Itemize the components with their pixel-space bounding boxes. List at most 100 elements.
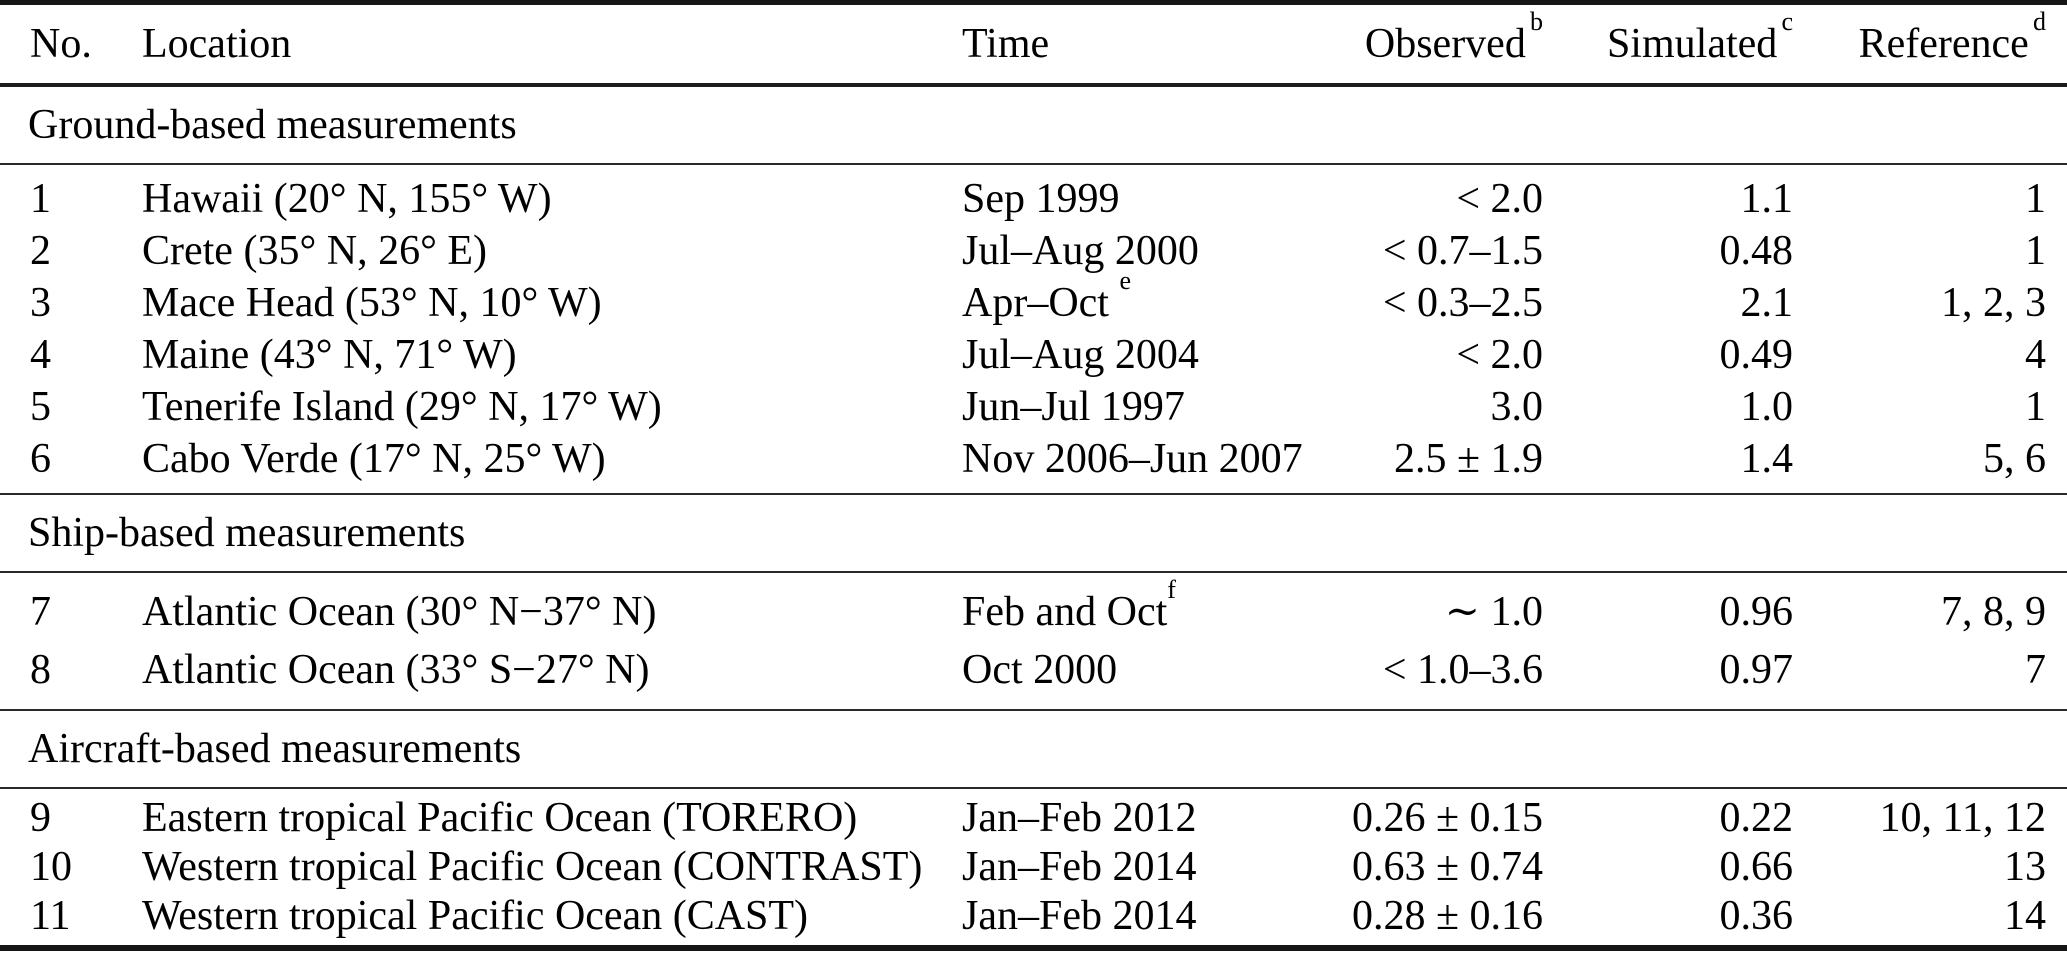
table-row: 2 Crete (35° N, 26° E) Jul–Aug 2000 < 0.7–1…	[0, 225, 2067, 277]
row-simulated-value: 0.96	[1719, 589, 1794, 635]
section-title-rule	[0, 787, 2067, 789]
table-row: 6 Cabo Verde (17° N, 25° W) Nov 2006–Jun 2…	[0, 433, 2067, 485]
section-title: Ground-based measurements	[28, 102, 517, 148]
row-observed-value: ∼ 1.0	[1444, 589, 1543, 635]
section-title-rule	[0, 163, 2067, 165]
row-time-text: Jan–Feb 2012	[962, 795, 1197, 841]
row-simulated-value: 2.1	[1740, 280, 1794, 326]
row-reference-list: 1	[2025, 176, 2046, 222]
section-data-block: 7 Atlantic Ocean (30° N−37° N) Feb and Oct…	[0, 573, 2067, 709]
table-header-row: No. Location Time Observed b Simulated c R…	[0, 5, 2067, 83]
row-time: Jan–Feb 2014	[962, 892, 1352, 941]
row-observed-value: 0.63 ± 0.74	[1352, 844, 1544, 890]
column-header-simulated-footnote-mark: c	[1781, 7, 1793, 37]
row-time-text: Jul–Aug 2000	[962, 228, 1199, 274]
row-number: 10	[30, 844, 72, 890]
row-location: Tenerife Island (29° N, 17° W)	[142, 384, 662, 430]
table-row: 10 Western tropical Pacific Ocean (CONTRA…	[0, 843, 2067, 892]
row-location: Atlantic Ocean (33° S−27° N)	[142, 647, 650, 693]
section-data-block: 9 Eastern tropical Pacific Ocean (TORERO)…	[0, 789, 2067, 945]
section-separator-rule	[0, 493, 2067, 495]
row-observed-value: < 2.0	[1456, 176, 1543, 222]
row-simulated-value: 0.97	[1719, 647, 1794, 693]
row-time: Jun–Jul 1997	[962, 381, 1352, 433]
column-header-simulated: Simulated c	[1543, 9, 1793, 68]
row-observed-value: 3.0	[1490, 384, 1544, 430]
row-reference-list: 1	[2025, 384, 2046, 430]
row-time: Jul–Aug 2004	[962, 329, 1352, 381]
row-time-footnote-mark: f	[1167, 575, 1176, 605]
row-time-footnote-mark: e	[1119, 266, 1132, 296]
column-header-time: Time	[962, 21, 1050, 67]
row-location: Mace Head (53° N, 10° W)	[142, 280, 602, 326]
table-bottom-rule	[0, 945, 2067, 951]
section-title: Ship-based measurements	[28, 510, 466, 556]
row-observed-value: 0.28 ± 0.16	[1352, 893, 1544, 939]
row-reference-list: 7, 8, 9	[1941, 589, 2046, 635]
row-location: Maine (43° N, 71° W)	[142, 332, 517, 378]
row-reference-list: 13	[2004, 844, 2046, 890]
row-number: 4	[30, 332, 51, 378]
row-time-text: Nov 2006–Jun 2007	[962, 436, 1303, 482]
row-observed-value: < 1.0–3.6	[1382, 647, 1543, 693]
table-row: 11 Western tropical Pacific Ocean (CAST) J…	[0, 892, 2067, 941]
row-simulated-value: 1.0	[1740, 384, 1794, 430]
row-reference-list: 5, 6	[1983, 436, 2046, 482]
row-time-text: Oct 2000	[962, 647, 1118, 693]
row-time: Nov 2006–Jun 2007	[962, 433, 1352, 485]
table-top-rule	[0, 0, 2067, 5]
row-location: Eastern tropical Pacific Ocean (TORERO)	[142, 795, 858, 841]
section-title-block: Ground-based measurements	[0, 87, 2067, 163]
row-number: 5	[30, 384, 51, 430]
row-observed-value: < 0.7–1.5	[1382, 228, 1543, 274]
row-number: 7	[30, 589, 51, 635]
row-time: Sep 1999	[962, 173, 1352, 225]
table-row: 4 Maine (43° N, 71° W) Jul–Aug 2004 < 2.0 0.…	[0, 329, 2067, 381]
row-simulated-value: 1.4	[1740, 436, 1794, 482]
row-location: Atlantic Ocean (30° N−37° N)	[142, 589, 657, 635]
row-number: 9	[30, 795, 51, 841]
table-row: 9 Eastern tropical Pacific Ocean (TORERO)…	[0, 794, 2067, 843]
row-simulated-value: 0.36	[1719, 893, 1794, 939]
row-time: Oct 2000	[962, 641, 1352, 699]
row-time: Jan–Feb 2014	[962, 843, 1352, 892]
row-number: 11	[30, 893, 71, 939]
column-header-reference: Reference d	[1793, 9, 2046, 68]
table-row: 8 Atlantic Ocean (33° S−27° N) Oct 2000 < 1…	[0, 641, 2067, 699]
row-time-text: Apr–Oct	[962, 280, 1120, 326]
row-number: 2	[30, 228, 51, 274]
row-location: Cabo Verde (17° N, 25° W)	[142, 436, 606, 482]
row-location: Hawaii (20° N, 155° W)	[142, 176, 552, 222]
column-header-no: No.	[30, 21, 92, 67]
row-number: 3	[30, 280, 51, 326]
row-reference-list: 10, 11, 12	[1879, 795, 2046, 841]
row-time: Jul–Aug 2000	[962, 225, 1352, 277]
row-time-text: Feb and Oct	[962, 589, 1168, 635]
row-simulated-value: 0.66	[1719, 844, 1794, 890]
row-observed-value: 0.26 ± 0.15	[1352, 795, 1544, 841]
row-time: Apr–Oct e	[962, 268, 1352, 329]
row-reference-list: 14	[2004, 893, 2046, 939]
section-separator-rule	[0, 709, 2067, 711]
row-number: 8	[30, 647, 51, 693]
section-title-rule	[0, 571, 2067, 573]
row-observed-value: < 0.3–2.5	[1382, 280, 1543, 326]
row-reference-list: 4	[2025, 332, 2046, 378]
row-time-text: Jun–Jul 1997	[962, 384, 1185, 430]
row-time-text: Sep 1999	[962, 176, 1120, 222]
table-row: 3 Mace Head (53° N, 10° W) Apr–Oct e < 0.3–…	[0, 268, 2067, 329]
column-header-reference-footnote-mark: d	[2032, 7, 2046, 37]
row-location: Western tropical Pacific Ocean (CONTRAST…	[142, 844, 923, 890]
section-title-block: Ship-based measurements	[0, 495, 2067, 571]
row-observed-value: < 2.0	[1456, 332, 1543, 378]
column-header-observed: Observed b	[1352, 9, 1543, 68]
row-simulated-value: 0.49	[1719, 332, 1794, 378]
table-row: 7 Atlantic Ocean (30° N−37° N) Feb and Oct…	[0, 577, 2067, 641]
row-number: 1	[30, 176, 51, 222]
column-header-observed-label: Observed	[1364, 21, 1526, 67]
row-number: 6	[30, 436, 51, 482]
row-reference-list: 1	[2025, 228, 2046, 274]
row-simulated-value: 1.1	[1740, 176, 1794, 222]
column-header-location: Location	[142, 21, 292, 67]
